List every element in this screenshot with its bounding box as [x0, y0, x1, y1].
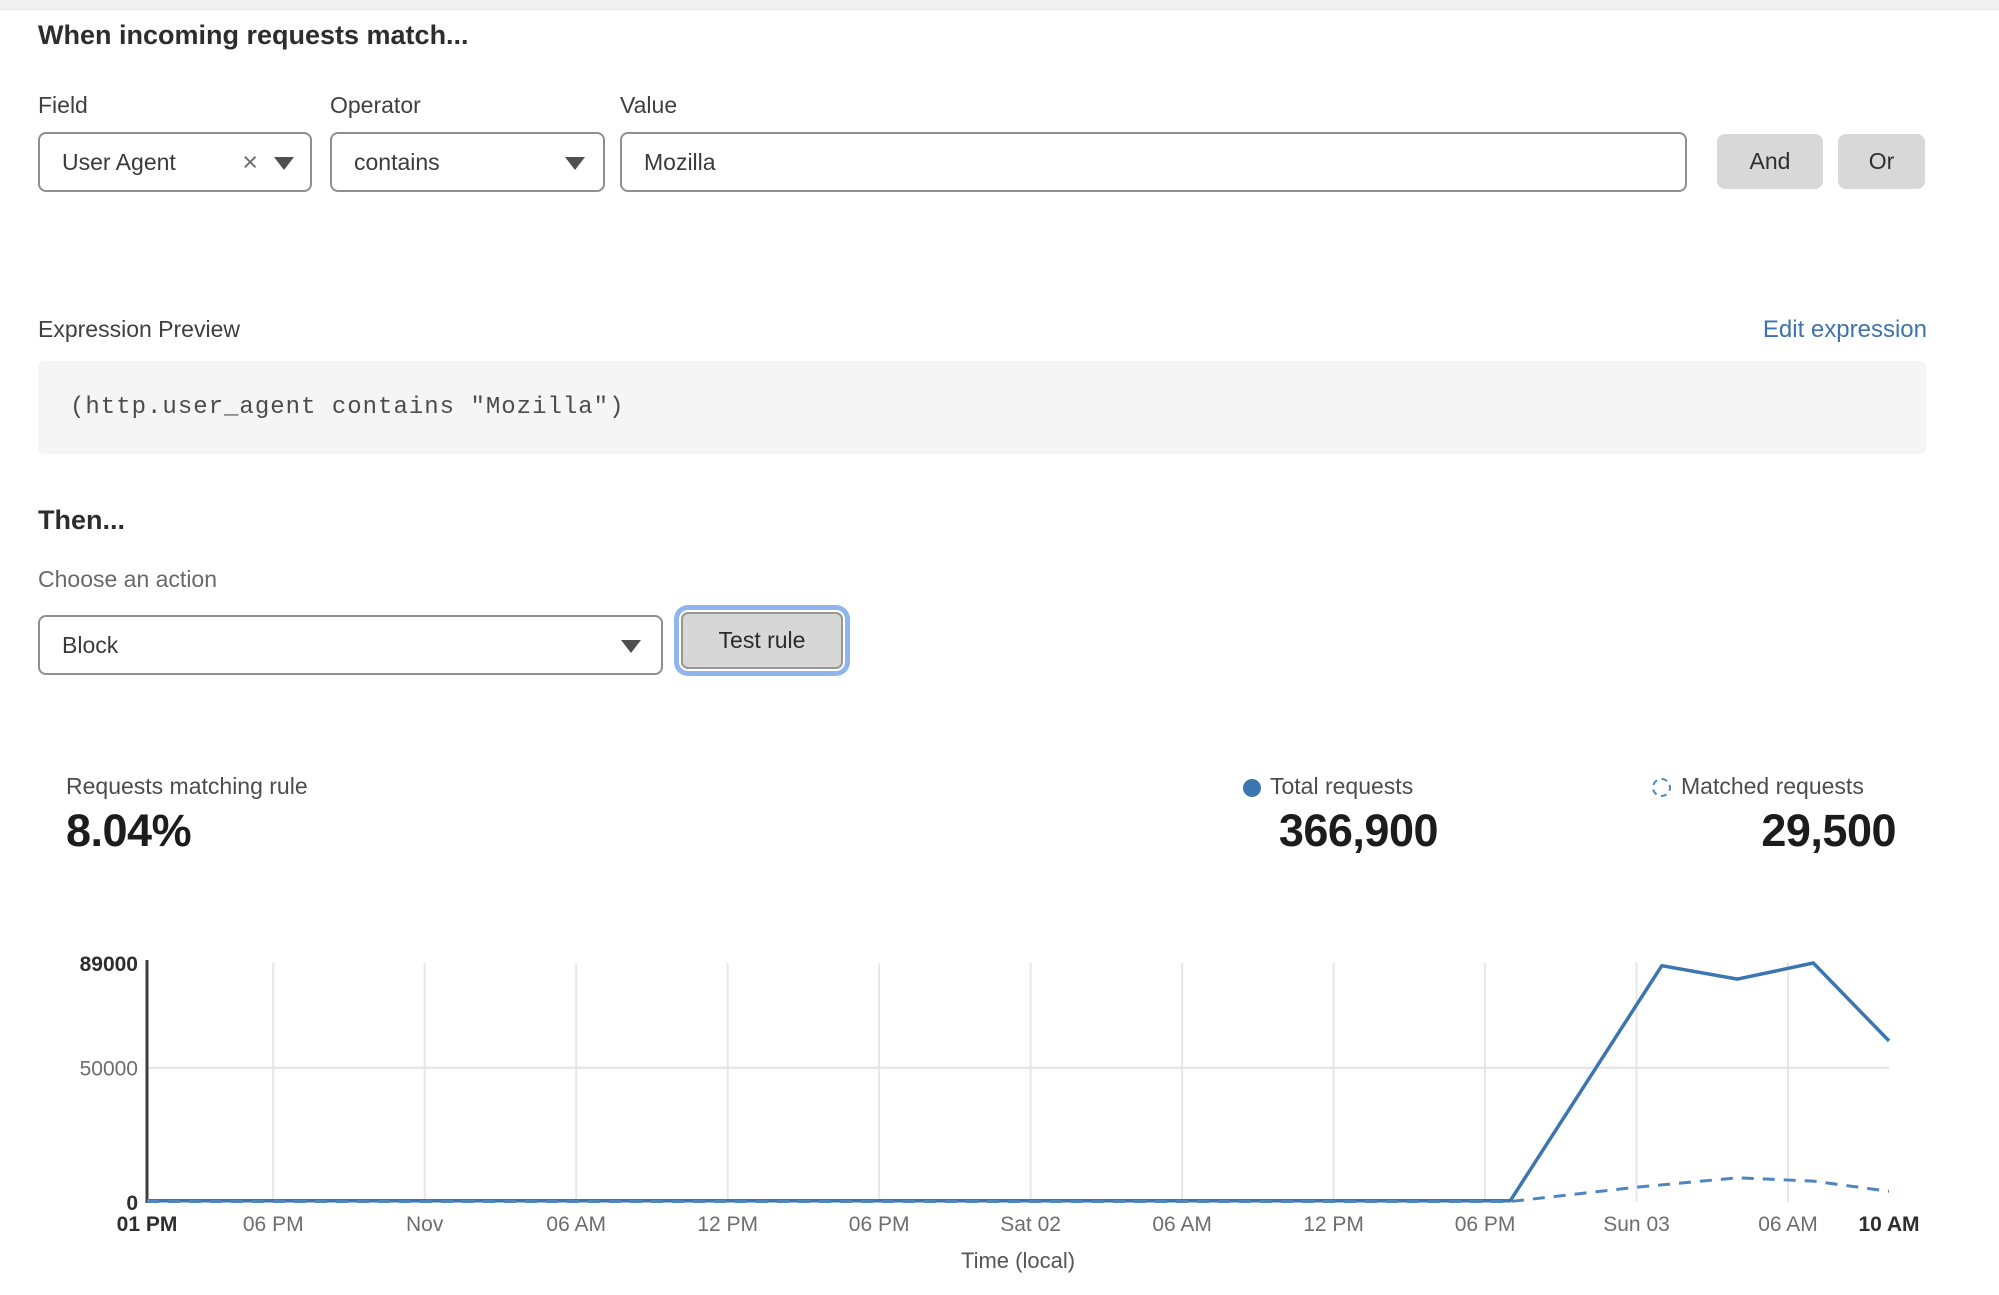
matched-requests-value: 29,500: [1761, 805, 1896, 856]
expression-preview-label: Expression Preview: [38, 316, 240, 342]
field-select[interactable]: User Agent ×: [38, 132, 312, 192]
requests-matching-label: Requests matching rule: [66, 773, 308, 799]
matched-requests-label: Matched requests: [1681, 773, 1864, 799]
x-axis-title: Time (local): [961, 1248, 1075, 1273]
field-label: Field: [38, 92, 88, 118]
total-requests-label: Total requests: [1270, 773, 1414, 799]
operator-label: Operator: [330, 92, 421, 118]
x-tick-label: 06 AM: [1152, 1213, 1212, 1236]
action-select[interactable]: Block: [38, 615, 663, 675]
test-rule-button[interactable]: Test rule: [681, 612, 843, 669]
chevron-down-icon: [565, 157, 585, 170]
action-select-value: Block: [62, 631, 119, 658]
requests-matching-value: 8.04%: [66, 805, 192, 856]
x-tick-label: 10 AM: [1858, 1213, 1919, 1236]
value-input-wrap: [620, 132, 1687, 192]
and-button[interactable]: And: [1717, 134, 1823, 189]
x-tick-label: 01 PM: [117, 1213, 178, 1236]
matched-requests-circle-icon: [1652, 778, 1671, 797]
choose-action-label: Choose an action: [38, 566, 218, 592]
or-button[interactable]: Or: [1838, 134, 1925, 189]
clear-field-icon[interactable]: ×: [242, 146, 258, 177]
x-tick-label: 06 PM: [243, 1213, 304, 1236]
value-input[interactable]: [642, 147, 1665, 177]
x-tick-label: Sat 02: [1000, 1213, 1061, 1236]
y-tick-label: 50000: [80, 1058, 138, 1081]
y-tick-label: 0: [126, 1192, 138, 1215]
then-section-heading: Then...: [38, 505, 125, 535]
y-tick-label: 89000: [80, 953, 138, 976]
match-section-heading: When incoming requests match...: [38, 20, 469, 50]
value-label: Value: [620, 92, 678, 118]
total-requests-line: [147, 961, 1891, 1203]
total-requests-dot-icon: [1243, 779, 1261, 797]
field-select-value: User Agent: [62, 148, 176, 175]
x-tick-label: 06 PM: [849, 1213, 910, 1236]
x-tick-label: Sun 03: [1603, 1213, 1670, 1236]
chevron-down-icon: [621, 640, 641, 653]
x-tick-label: 06 AM: [546, 1213, 606, 1236]
x-tick-label: 06 AM: [1758, 1213, 1818, 1236]
x-tick-label: 06 PM: [1455, 1213, 1516, 1236]
matched-requests-line: [147, 1176, 1890, 1203]
x-tick-label: 12 PM: [1303, 1213, 1364, 1236]
requests-chart: 0 50000 89000 01 PM 06 PM Nov 06 AM 12 PM 06 PM S…: [80, 953, 1920, 1273]
expression-code: (http.user_agent contains "Mozilla"): [70, 394, 625, 421]
total-requests-value: 366,900: [1278, 805, 1439, 856]
operator-select[interactable]: contains: [330, 132, 605, 192]
operator-select-value: contains: [354, 148, 440, 175]
edit-expression-link[interactable]: Edit expression: [1762, 316, 1927, 343]
expression-preview-box: (http.user_agent contains "Mozilla"): [38, 361, 1926, 454]
chevron-down-icon: [274, 157, 294, 170]
x-tick-label: Nov: [406, 1213, 444, 1236]
x-tick-label: 12 PM: [697, 1213, 758, 1236]
top-divider: [0, 0, 1999, 10]
